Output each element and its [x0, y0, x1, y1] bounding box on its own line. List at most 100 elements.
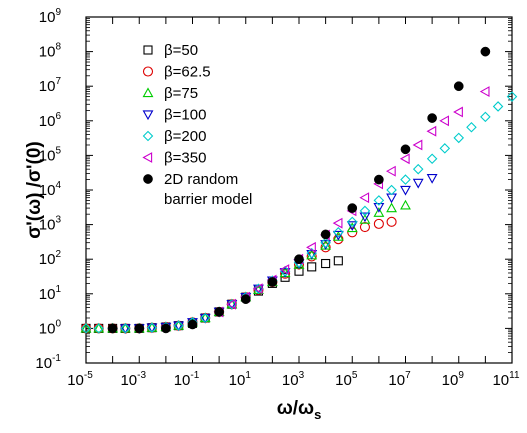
data-point [161, 323, 171, 334]
data-point [107, 323, 118, 334]
data-point [93, 323, 104, 334]
data-point [146, 322, 158, 333]
data-point [120, 323, 131, 334]
x-tick-label: 105 [335, 370, 358, 389]
data-point [346, 216, 358, 228]
legend-label: β=100 [164, 107, 206, 124]
data-point [373, 195, 385, 206]
data-point [280, 272, 290, 282]
x-axis-label-main: ω/ω [277, 398, 314, 419]
data-point [400, 144, 411, 155]
data-point [347, 227, 358, 238]
data-point [252, 283, 263, 295]
data-point [226, 298, 238, 310]
data-point [80, 322, 92, 333]
data-point [426, 125, 437, 137]
data-point [412, 139, 423, 151]
x-tick-label: 10-1 [174, 370, 200, 389]
data-point [386, 216, 397, 227]
legend-label: β=62.5 [164, 64, 211, 81]
x-tick-label: 10-5 [67, 370, 93, 389]
data-point [306, 241, 316, 253]
legend-marker [142, 87, 154, 98]
data-point [386, 202, 398, 213]
data-point [294, 254, 304, 265]
y-tick-label: 104 [39, 180, 62, 199]
data-point [359, 212, 371, 223]
data-point [347, 203, 358, 213]
data-point [199, 313, 211, 324]
data-point [240, 294, 251, 305]
data-point [307, 262, 317, 272]
data-point [400, 199, 411, 210]
x-tick-label: 103 [282, 370, 305, 389]
legend: β=50 β=62.5 β=75 β=100 β=200 β=350 2D random ba… [142, 42, 252, 208]
data-point [400, 174, 411, 185]
data-point [453, 81, 464, 92]
x-axis-label: ω/ωs [277, 398, 322, 422]
plot-frame [85, 16, 513, 364]
data-point [359, 205, 371, 217]
legend-marker [142, 66, 154, 77]
data-point [480, 111, 491, 123]
legend-label: β=350 [164, 150, 206, 167]
data-point [199, 312, 211, 324]
data-point [332, 230, 344, 241]
data-point [506, 91, 518, 102]
legend-marker [142, 130, 154, 142]
y-tick-label: 105 [39, 145, 62, 164]
data-point [226, 300, 238, 310]
data-point [306, 251, 317, 262]
y-tick-label: 101 [39, 284, 62, 303]
y-tick-label: 108 [39, 42, 62, 61]
data-point [439, 143, 451, 154]
data-point [332, 217, 343, 229]
data-point [146, 323, 158, 334]
data-point [119, 324, 131, 335]
data-point [386, 193, 398, 204]
axis-ticks: 10-5 10-3 10-1 101 103 105 107 109 1011 10-1 100 10… [35, 7, 520, 389]
data-point [333, 226, 344, 238]
data-point [439, 115, 449, 127]
data-point [412, 163, 424, 175]
y-tick-label: 103 [39, 215, 62, 234]
y-tick-label: 106 [39, 111, 62, 130]
series-4 [80, 91, 518, 334]
data-point [253, 284, 264, 295]
data-point [385, 165, 396, 177]
y-tick-label: 10-1 [35, 353, 61, 372]
data-point [373, 218, 384, 229]
series-2 [80, 199, 411, 333]
data-point [320, 237, 331, 248]
data-point [134, 323, 145, 334]
data-point [346, 222, 358, 233]
legend-label: β=50 [164, 42, 198, 59]
data-point [492, 101, 504, 112]
data-point [320, 242, 331, 253]
data-point [359, 192, 370, 204]
data-point [479, 86, 490, 97]
legend-label-line2: barrier model [164, 191, 252, 208]
data-point [321, 258, 331, 269]
x-tick-label: 109 [442, 370, 465, 389]
data-point [453, 106, 463, 118]
data-point [373, 202, 385, 213]
data-point [374, 174, 384, 185]
data-point [173, 321, 185, 332]
data-point [279, 264, 290, 276]
data-point [373, 207, 385, 217]
data-point [320, 229, 331, 240]
x-axis-label-sub: s [314, 407, 321, 422]
data-point [173, 320, 184, 331]
data-point [333, 256, 343, 266]
data-point [80, 323, 92, 334]
y-tick-label: 100 [39, 318, 62, 337]
legend-label: β=75 [164, 85, 198, 102]
legend-label: 2D random [164, 171, 238, 188]
data-point [359, 213, 371, 224]
data-point [93, 322, 105, 333]
data-point [359, 221, 371, 233]
data-point [412, 178, 424, 189]
legend-marker [143, 174, 153, 184]
